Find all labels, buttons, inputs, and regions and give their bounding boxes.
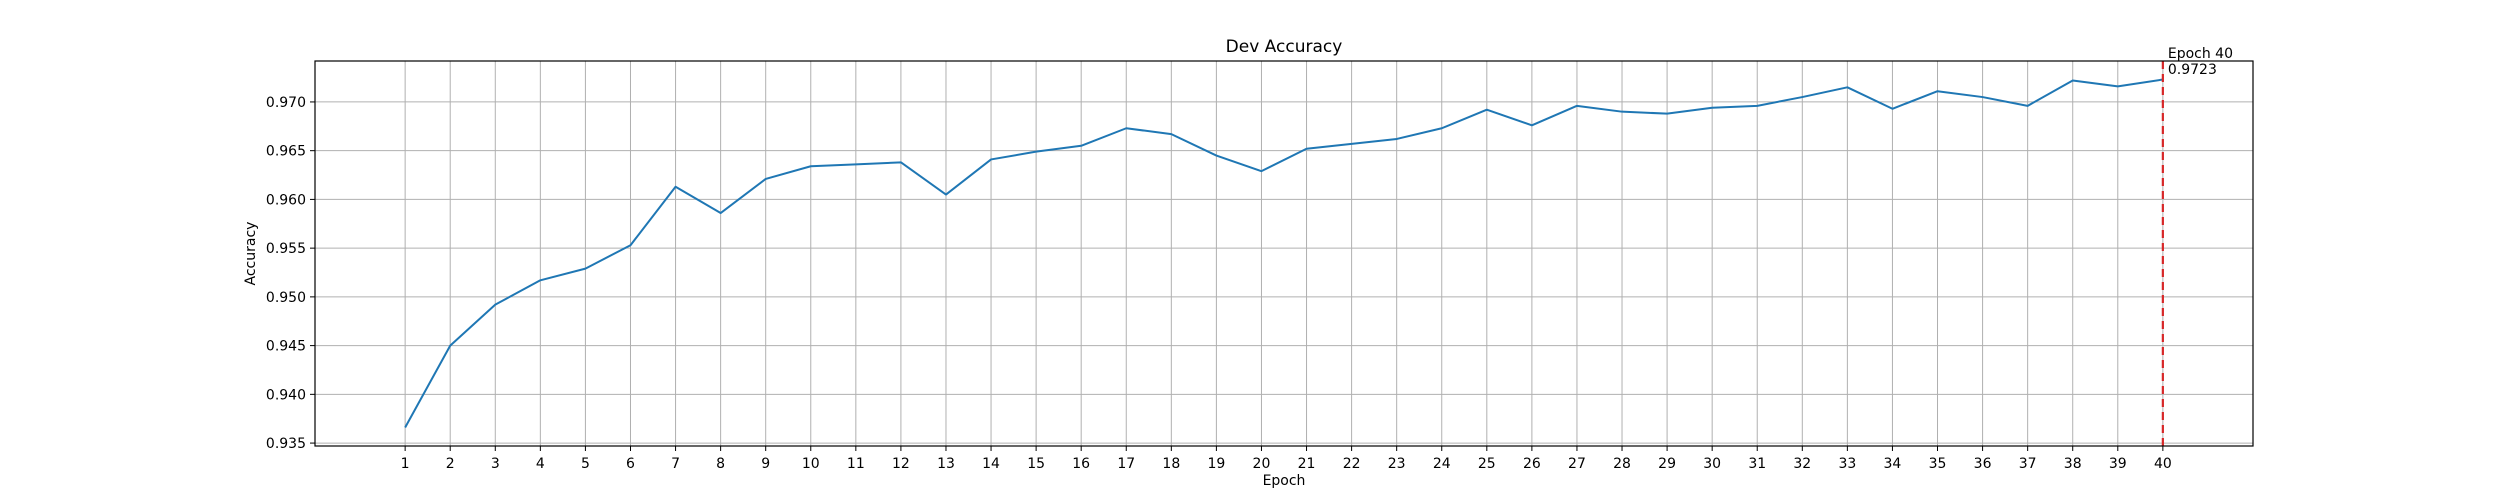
y-tick-label: 0.945 <box>266 339 306 355</box>
x-tick-label: 31 <box>1748 456 1766 472</box>
x-tick-label: 30 <box>1703 456 1721 472</box>
x-tick-label: 15 <box>1027 456 1045 472</box>
x-axis-label: Epoch <box>1263 473 1306 489</box>
y-axis-label: Accuracy <box>243 222 259 286</box>
x-tick-label: 40 <box>2154 456 2172 472</box>
y-tick-label: 0.950 <box>266 290 306 306</box>
chart-title: Dev Accuracy <box>1226 37 1343 57</box>
x-tick-label: 14 <box>982 456 1000 472</box>
x-tick-label: 35 <box>1929 456 1947 472</box>
x-tick-label: 13 <box>937 456 955 472</box>
y-tick-label: 0.940 <box>266 387 306 403</box>
x-tick-label: 11 <box>847 456 865 472</box>
marker-annotation-value: 0.9723 <box>2168 62 2217 78</box>
series-line-0 <box>404 78 2164 428</box>
x-tick-label: 38 <box>2064 456 2082 472</box>
x-tick-label: 29 <box>1658 456 1676 472</box>
x-tick-label: 28 <box>1613 456 1631 472</box>
grid-layer <box>315 61 2253 446</box>
x-tick-label: 39 <box>2109 456 2127 472</box>
tick-layer: 1 2 3 4 5 6 7 8 9 10 11 12 13 14 15 16 17 18 19 20 21 22 23 24 2… <box>266 95 2172 472</box>
x-tick-label: 27 <box>1568 456 1586 472</box>
x-tick-label: 17 <box>1117 456 1135 472</box>
x-tick-label: 16 <box>1072 456 1090 472</box>
x-tick-label: 18 <box>1162 456 1180 472</box>
x-tick-label: 4 <box>536 456 545 472</box>
marker-annotation-epoch: Epoch 40 <box>2168 46 2233 62</box>
x-tick-label: 10 <box>802 456 820 472</box>
y-tick-label: 0.965 <box>266 144 306 160</box>
x-tick-label: 32 <box>1793 456 1811 472</box>
plot-frame <box>314 60 2254 447</box>
x-tick-label: 24 <box>1433 456 1451 472</box>
x-tick-label: 25 <box>1478 456 1496 472</box>
x-tick-label: 6 <box>626 456 635 472</box>
x-tick-label: 7 <box>671 456 680 472</box>
y-tick-label: 0.970 <box>266 95 306 111</box>
x-tick-label: 9 <box>761 456 770 472</box>
x-tick-label: 23 <box>1388 456 1406 472</box>
x-tick-label: 8 <box>716 456 725 472</box>
x-tick-label: 2 <box>446 456 455 472</box>
x-tick-label: 36 <box>1974 456 1992 472</box>
y-tick-label: 0.955 <box>266 241 306 257</box>
x-tick-label: 1 <box>401 456 410 472</box>
x-tick-label: 12 <box>892 456 910 472</box>
x-tick-label: 22 <box>1343 456 1361 472</box>
series-layer <box>404 78 2164 428</box>
x-tick-label: 26 <box>1523 456 1541 472</box>
x-tick-label: 37 <box>2019 456 2037 472</box>
x-tick-label: 3 <box>491 456 500 472</box>
y-tick-label: 0.935 <box>266 436 306 452</box>
x-tick-label: 5 <box>581 456 590 472</box>
x-tick-label: 34 <box>1884 456 1902 472</box>
x-tick-label: 33 <box>1838 456 1856 472</box>
y-tick-label: 0.960 <box>266 192 306 208</box>
x-tick-label: 20 <box>1253 456 1271 472</box>
x-tick-label: 19 <box>1207 456 1225 472</box>
x-tick-label: 21 <box>1298 456 1316 472</box>
